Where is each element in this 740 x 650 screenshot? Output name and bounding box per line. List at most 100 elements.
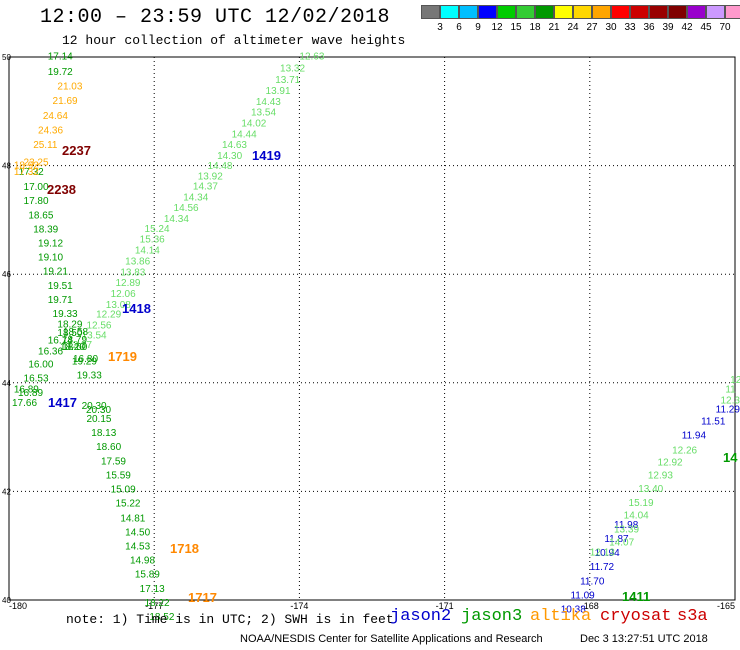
wave-height-value: 11.87 [604,534,629,545]
wave-height-value: 14.98 [130,556,155,567]
legend-swatch [630,5,649,19]
wave-height-value: 12.63 [299,52,324,63]
lon-tick-label: -180 [9,601,27,611]
wave-height-value: 16.89 [14,385,39,396]
wave-height-value: 20.15 [86,414,111,425]
legend-label: 70 [719,22,731,33]
wave-height-value: 21.69 [53,96,78,107]
pass-label: 2237 [62,143,91,158]
legend-label: 21 [548,22,560,33]
wave-height-value: 21.03 [57,82,82,93]
wave-height-value: 18.92 [14,160,39,171]
wave-height-value: 14.34 [183,192,208,203]
pass-label: 1719 [108,349,137,364]
wave-height-value: 14.56 [174,203,199,214]
wave-height-value: 20.30 [82,401,107,412]
wave-height-value: 12.37 [720,395,740,406]
legend-label: 36 [643,22,655,33]
lon-tick-label: -174 [290,601,308,611]
legend-jason3: jason3 [461,607,523,626]
wave-height-value: 18.29 [57,319,82,330]
wave-height-value: 15.22 [115,499,140,510]
map-frame [8,56,736,601]
legend-swatch [725,5,740,19]
legend-label: 18 [529,22,541,33]
wave-height-value: 11.09 [570,590,595,601]
wave-height-value: 24.36 [38,126,63,137]
page-subtitle: 12 hour collection of altimeter wave hei… [62,33,406,48]
wave-height-value: 17.00 [24,182,49,193]
legend-label: 9 [475,22,481,33]
legend-swatch [687,5,706,19]
wave-height-value: 14.04 [624,511,649,522]
wave-height-value: 16.80 [73,354,98,365]
wave-height-value: 19.10 [38,253,63,264]
wave-height-value: 18.60 [62,342,87,353]
legend-swatch [516,5,535,19]
legend-label: 42 [681,22,693,33]
lon-tick-label: -165 [717,601,735,611]
wave-height-value: 19.51 [48,281,73,292]
wave-height-value: 16.74 [48,336,73,347]
wave-height-value: 18.22 [145,598,170,609]
legend-swatch [440,5,459,19]
legend-label: 24 [567,22,579,33]
wave-height-value: 11.29 [716,405,740,416]
wave-height-value: 17.32 [14,167,39,178]
wave-height-value: 14.02 [241,119,266,130]
wave-height-value: 18.65 [28,210,53,221]
wave-height-value: 12.92 [658,457,683,468]
wave-height-value: 15.36 [140,235,165,246]
wave-height-value: 16.00 [28,360,53,371]
timestamp-text: Dec 3 13:27:51 UTC 2018 [580,633,708,645]
pass-label: 14 [723,450,738,465]
wave-height-value: 23.25 [24,158,49,169]
wave-height-value: 17.66 [12,398,37,409]
wave-height-value: 18.50 [57,328,82,339]
legend-label: 30 [605,22,617,33]
legend-swatch [649,5,668,19]
wave-height-value: 11.94 [682,431,707,442]
legend-label: 3 [437,22,443,33]
legend-swatch [668,5,687,19]
legend-swatch [706,5,725,19]
wave-height-value: 14.37 [193,181,218,192]
wave-height-value: 17.14 [48,52,73,63]
wave-height-value: 18.20 [60,342,85,353]
wave-height-value: 16.36 [38,347,63,358]
wave-height-value: 20.30 [86,405,111,416]
wave-height-value: 12.93 [648,470,673,481]
wave-height-value: 17.59 [101,456,126,467]
lat-tick-label: 40 [2,596,11,605]
legend-altika: altika [530,607,592,626]
wave-height-value: 12.56 [86,321,111,332]
lon-tick-label: -168 [581,601,599,611]
wave-height-value: 13.08 [106,300,131,311]
legend-swatch [497,5,516,19]
wave-height-value: 16.89 [18,388,43,399]
wave-height-value: 16.53 [24,374,49,385]
lat-tick-label: 44 [2,379,11,388]
wave-height-value: 14.48 [207,161,232,172]
wave-height-value: 13.54 [82,330,107,341]
wave-height-value: 14.14 [135,246,160,257]
legend-label: 15 [510,22,522,33]
wave-height-value: 11.70 [580,576,605,587]
legend-swatch [421,5,440,19]
legend-cryosat: cryosat [600,607,672,626]
wave-height-value: 15.24 [145,224,170,235]
wave-height-value: 13.32 [280,64,305,75]
lon-tick-label: -177 [145,601,163,611]
wave-height-value: 13.92 [198,172,223,183]
wave-height-value: 18.79 [62,335,87,346]
pass-label: 1411 [622,589,650,604]
wave-height-value: 14.81 [120,513,145,524]
lon-tick-label: -171 [436,601,454,611]
pass-label: 1419 [252,148,281,163]
wave-height-value: 14.44 [232,129,257,140]
wave-height-value: 15.59 [106,470,131,481]
lat-tick-label: 50 [2,53,11,62]
wave-height-value: 13.40 [638,484,663,495]
wave-height-value: 14.53 [125,542,150,553]
